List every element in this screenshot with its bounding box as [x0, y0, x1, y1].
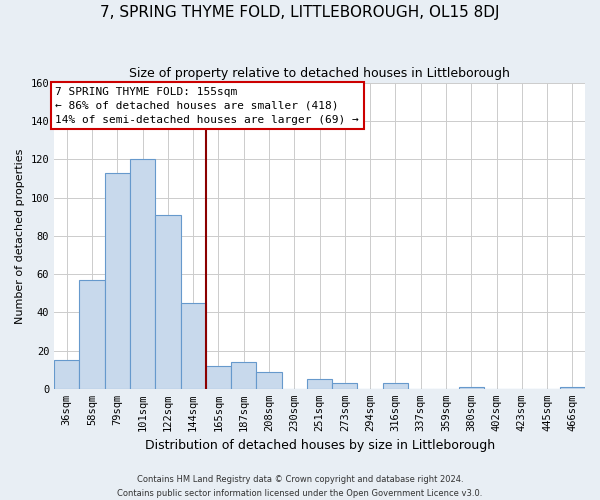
- Bar: [206, 366, 231, 389]
- Text: Contains HM Land Registry data © Crown copyright and database right 2024.
Contai: Contains HM Land Registry data © Crown c…: [118, 476, 482, 498]
- Bar: [155, 215, 181, 389]
- Bar: [105, 173, 130, 389]
- Bar: [307, 380, 332, 389]
- Bar: [79, 280, 105, 389]
- Bar: [332, 383, 358, 389]
- Bar: [256, 372, 281, 389]
- Bar: [181, 303, 206, 389]
- Bar: [231, 362, 256, 389]
- Bar: [130, 160, 155, 389]
- Bar: [54, 360, 79, 389]
- Y-axis label: Number of detached properties: Number of detached properties: [15, 148, 25, 324]
- Bar: [560, 387, 585, 389]
- Bar: [458, 387, 484, 389]
- Title: Size of property relative to detached houses in Littleborough: Size of property relative to detached ho…: [129, 68, 510, 80]
- Bar: [383, 383, 408, 389]
- Text: 7, SPRING THYME FOLD, LITTLEBOROUGH, OL15 8DJ: 7, SPRING THYME FOLD, LITTLEBOROUGH, OL1…: [100, 5, 500, 20]
- X-axis label: Distribution of detached houses by size in Littleborough: Distribution of detached houses by size …: [145, 440, 494, 452]
- Text: 7 SPRING THYME FOLD: 155sqm
← 86% of detached houses are smaller (418)
14% of se: 7 SPRING THYME FOLD: 155sqm ← 86% of det…: [55, 87, 359, 125]
